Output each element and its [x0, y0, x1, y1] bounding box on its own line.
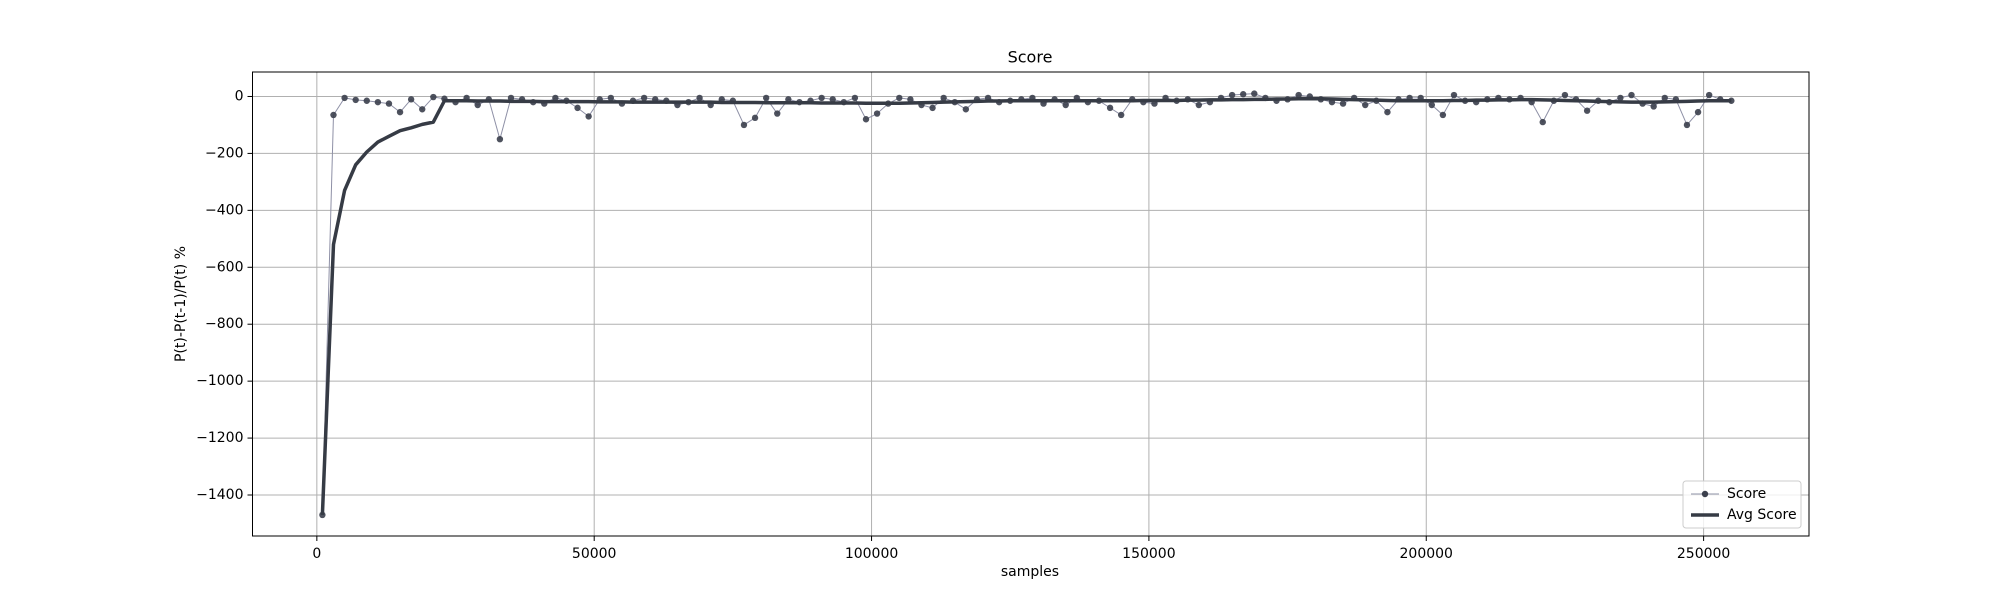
- data-point: [696, 94, 703, 102]
- data-point: [407, 96, 415, 103]
- data-point: [929, 104, 936, 112]
- data-point: [1617, 94, 1624, 102]
- data-point: [574, 104, 581, 112]
- x-tick-label: 0: [312, 546, 321, 562]
- data-point: [818, 94, 825, 102]
- data-point: [829, 96, 836, 103]
- data-point: [341, 94, 348, 102]
- data-point: [363, 97, 370, 104]
- data-point: [1240, 91, 1247, 98]
- data-point: [1539, 118, 1546, 126]
- data-point: [1705, 91, 1713, 99]
- series-line: [320, 97, 1732, 516]
- data-point: [419, 106, 426, 113]
- x-tick-label: 250000: [1677, 546, 1730, 562]
- y-tick-label: −800: [205, 316, 243, 332]
- data-point: [1650, 103, 1657, 110]
- x-tick-label: 100000: [845, 546, 898, 562]
- data-point: [1384, 108, 1391, 116]
- data-point: [785, 96, 792, 103]
- y-tick-label: −400: [205, 202, 243, 218]
- y-tick-label: −200: [205, 145, 243, 161]
- data-point: [1195, 101, 1203, 109]
- data-point: [1428, 101, 1436, 109]
- data-point: [907, 96, 914, 103]
- data-point: [1583, 107, 1591, 114]
- y-axis-label: P(t)-P(t-1)/P(t) %: [173, 246, 189, 362]
- y-tick-label: −1400: [196, 487, 243, 503]
- data-point: [1295, 91, 1302, 99]
- legend-label: Score: [1727, 486, 1766, 502]
- data-point: [585, 113, 592, 120]
- data-point: [851, 94, 859, 102]
- y-tick-label: −1200: [196, 430, 243, 446]
- data-point: [552, 94, 559, 102]
- legend-label: Avg Score: [1727, 507, 1797, 523]
- data-point: [607, 94, 615, 102]
- data-point: [374, 98, 382, 106]
- data-point: [896, 94, 903, 102]
- data-point: [1062, 101, 1069, 109]
- data-point: [1628, 91, 1635, 99]
- data-point: [430, 93, 437, 101]
- data-point: [330, 111, 337, 119]
- data-point: [1339, 100, 1347, 107]
- data-point: [1117, 111, 1125, 119]
- data-point: [1450, 91, 1458, 99]
- x-tick-label: 150000: [1122, 546, 1175, 562]
- data-point: [474, 101, 481, 109]
- data-point: [385, 100, 393, 107]
- data-point: [1561, 91, 1569, 99]
- data-point: [1362, 101, 1369, 109]
- legend-marker: [1701, 490, 1709, 498]
- data-point: [1661, 94, 1668, 102]
- data-point: [396, 108, 404, 116]
- data-point: [873, 110, 881, 117]
- data-point: [751, 114, 759, 122]
- data-point: [1694, 108, 1702, 116]
- x-tick-label: 200000: [1400, 546, 1453, 562]
- data-point: [740, 121, 748, 129]
- data-point: [1439, 111, 1447, 119]
- data-point: [862, 116, 870, 123]
- y-tick-label: −600: [205, 259, 243, 275]
- y-tick-label: 0: [235, 88, 244, 104]
- data-point: [962, 106, 970, 113]
- y-tick-label: −1000: [196, 373, 243, 389]
- data-point: [940, 94, 947, 102]
- data-point: [1683, 121, 1691, 129]
- chart-title: Score: [1008, 48, 1053, 67]
- data-point: [1251, 90, 1258, 97]
- data-point: [774, 110, 781, 117]
- data-point: [352, 96, 359, 104]
- x-tick-label: 50000: [572, 546, 617, 562]
- data-point: [762, 94, 770, 102]
- data-point: [1106, 104, 1114, 112]
- plot-frame: [252, 71, 1810, 537]
- data-point: [507, 94, 515, 102]
- data-point: [496, 135, 504, 143]
- data-point: [640, 94, 648, 102]
- data-point: [1228, 91, 1236, 99]
- x-axis-label: samples: [1001, 564, 1059, 580]
